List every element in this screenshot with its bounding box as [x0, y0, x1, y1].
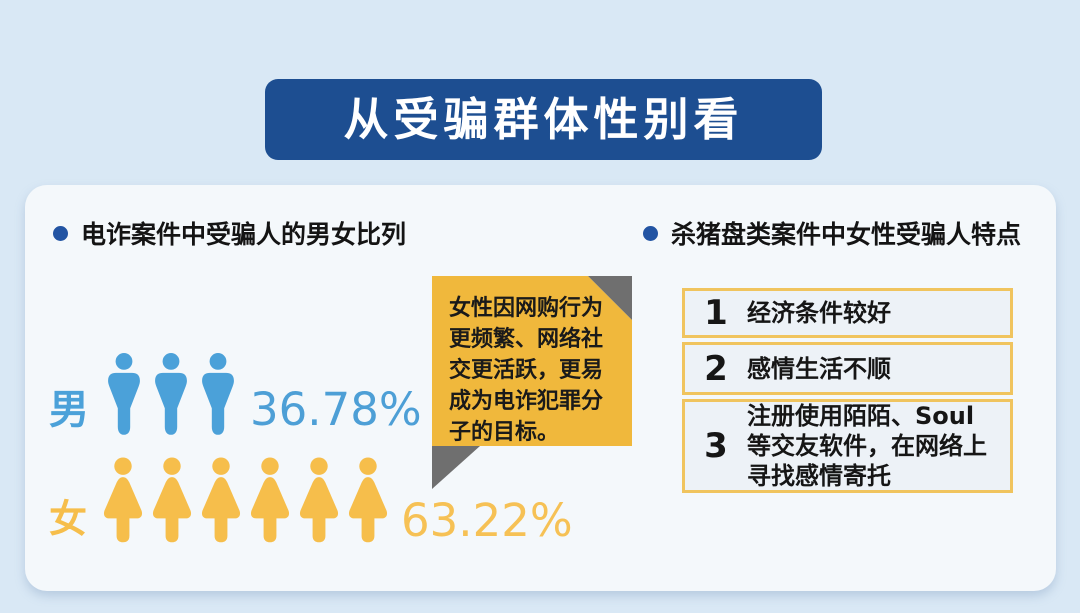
female-person-icon: [250, 457, 290, 543]
feature-row: 1 经济条件较好: [682, 288, 1013, 338]
feature-text: 感情生活不顺: [747, 354, 891, 383]
female-person-icon: [103, 457, 143, 543]
female-icon-group: [99, 457, 393, 545]
feature-text: 注册使用陌陌、Soul 等交友软件，在网络上 寻找感情寄托: [747, 402, 987, 490]
right-section-heading-label: 杀猪盘类案件中女性受骗人特点: [671, 220, 1022, 249]
male-person-icon: [108, 352, 140, 435]
left-section-heading-label: 电诈案件中受骗人的男女比列: [81, 220, 407, 249]
left-section-heading: 电诈案件中受骗人的男女比列: [53, 215, 406, 251]
female-person-icon: [299, 457, 339, 543]
feature-row: 3 注册使用陌陌、Soul 等交友软件，在网络上 寻找感情寄托: [682, 399, 1013, 493]
feature-number: 3: [704, 426, 728, 466]
main-panel: 电诈案件中受骗人的男女比列 杀猪盘类案件中女性受骗人特点 男 36.78% 女: [25, 185, 1056, 591]
feature-row: 2 感情生活不顺: [682, 342, 1013, 395]
sticky-note: 女性因网购行为 更频繁、网络社 交更活跃，更易 成为电诈犯罪分 子的目标。: [432, 276, 632, 446]
male-person-icon: [155, 352, 187, 435]
male-label: 男: [49, 387, 89, 433]
female-person-icon: [152, 457, 192, 543]
male-person-icon: [202, 352, 234, 435]
page-title: 从受骗群体性别看: [343, 93, 744, 146]
bullet-icon: [643, 225, 658, 241]
bullet-icon: [53, 225, 68, 241]
feature-number: 1: [704, 293, 728, 333]
feature-number: 2: [704, 348, 728, 389]
female-person-icon: [348, 457, 388, 543]
female-person-icon: [201, 457, 241, 543]
female-percent: 63.22%: [401, 494, 573, 547]
title-banner: 从受骗群体性别看: [265, 79, 822, 160]
male-row: 男 36.78%: [49, 351, 422, 439]
sticky-note-text: 女性因网购行为 更频繁、网络社 交更活跃，更易 成为电诈犯罪分 子的目标。: [449, 296, 604, 445]
right-section-heading: 杀猪盘类案件中女性受骗人特点: [643, 215, 1021, 251]
female-label: 女: [49, 497, 88, 541]
male-icon-group: [101, 351, 242, 439]
female-row: 女: [49, 457, 573, 545]
male-percent: 36.78%: [250, 383, 422, 436]
feature-list: 1 经济条件较好 2 感情生活不顺 3 注册使用陌陌、Soul 等交友软件，在网…: [682, 288, 1013, 497]
feature-text: 经济条件较好: [747, 299, 891, 327]
